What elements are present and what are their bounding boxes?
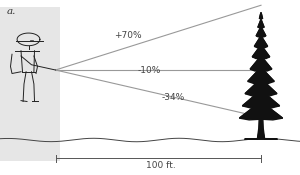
Polygon shape — [239, 102, 283, 118]
Polygon shape — [248, 67, 274, 81]
Polygon shape — [257, 118, 265, 139]
Polygon shape — [260, 12, 262, 18]
Text: +70%: +70% — [114, 30, 142, 40]
Polygon shape — [245, 79, 277, 96]
Polygon shape — [254, 36, 268, 46]
Polygon shape — [258, 19, 264, 28]
Polygon shape — [256, 27, 266, 36]
Polygon shape — [245, 79, 277, 94]
Polygon shape — [244, 133, 278, 139]
FancyBboxPatch shape — [0, 7, 60, 161]
Text: 100 ft.: 100 ft. — [146, 161, 176, 170]
Polygon shape — [252, 45, 270, 57]
Polygon shape — [250, 56, 272, 71]
Polygon shape — [242, 90, 280, 108]
Polygon shape — [254, 36, 268, 48]
Polygon shape — [250, 56, 272, 69]
Text: -34%: -34% — [162, 93, 185, 102]
Polygon shape — [248, 67, 274, 83]
Polygon shape — [252, 45, 270, 59]
Polygon shape — [239, 102, 283, 120]
Polygon shape — [256, 27, 266, 37]
Text: a.: a. — [7, 7, 16, 16]
Polygon shape — [260, 12, 262, 19]
Polygon shape — [258, 19, 264, 27]
Polygon shape — [242, 90, 280, 106]
Text: -10%: -10% — [138, 66, 161, 75]
